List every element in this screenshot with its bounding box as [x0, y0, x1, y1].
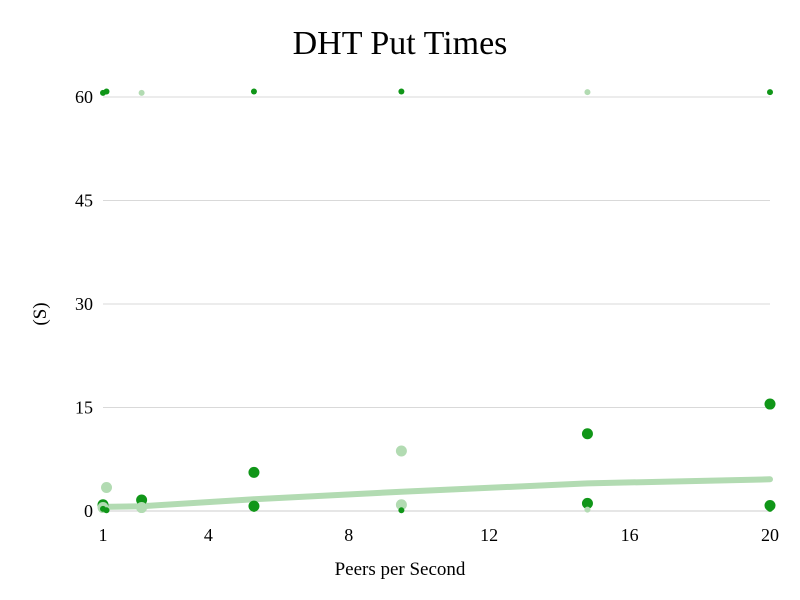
y-tick-label: 0 [84, 501, 93, 521]
y-tick-label: 45 [75, 191, 93, 211]
trend-line [100, 476, 773, 510]
data-point [395, 499, 407, 511]
chart-title: DHT Put Times [293, 25, 508, 62]
data-point [581, 497, 593, 509]
x-axis-label: Peers per Second [335, 559, 466, 580]
data-point [584, 89, 591, 96]
x-tick-label: 20 [761, 525, 779, 545]
data-point [103, 507, 110, 514]
data-point [764, 398, 776, 410]
data-point [767, 89, 773, 96]
data-point [398, 507, 405, 514]
y-tick-label: 60 [75, 87, 93, 107]
x-tick-label: 8 [344, 525, 353, 545]
plot-area [97, 88, 776, 514]
data-point [248, 466, 260, 478]
data-point [101, 482, 113, 494]
data-point [136, 494, 148, 506]
y-axis-label: (S) [30, 302, 51, 325]
y-tick-label: 15 [75, 398, 93, 418]
data-point [250, 505, 257, 512]
data-point [136, 502, 148, 514]
data-point [395, 445, 407, 457]
x-tick-label: 4 [204, 525, 213, 545]
x-axis-ticks: 1 4 8 12 16 20 [99, 525, 780, 545]
x-tick-label: 1 [99, 525, 108, 545]
gridlines [103, 96, 770, 512]
data-point [103, 88, 110, 95]
y-tick-label: 30 [75, 294, 93, 314]
data-point [584, 506, 591, 513]
data-point [767, 505, 773, 512]
data-point [398, 88, 405, 95]
x-tick-label: 16 [621, 525, 639, 545]
data-point [250, 88, 257, 95]
y-axis-ticks: 0 15 30 45 60 [75, 87, 93, 521]
data-point [581, 428, 593, 440]
x-tick-label: 12 [480, 525, 498, 545]
data-point [138, 89, 145, 96]
